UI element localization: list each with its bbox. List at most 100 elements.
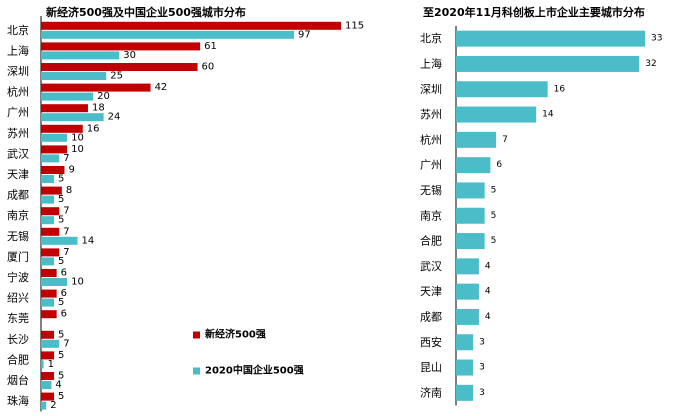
category-label: 苏州 [420, 108, 442, 121]
data-label: 4 [485, 287, 491, 297]
bar [41, 30, 295, 39]
category-label: 烟台 [7, 373, 29, 387]
category-label: 天津 [420, 285, 442, 298]
data-label: 24 [108, 112, 121, 123]
category-label: 天津 [7, 168, 29, 181]
bar [41, 381, 52, 389]
data-label: 5 [58, 194, 64, 205]
data-label: 30 [123, 50, 136, 61]
bar [41, 42, 201, 51]
bar [41, 83, 151, 92]
category-label: 杭州 [7, 85, 29, 99]
bar [41, 330, 55, 339]
data-label: 5 [58, 174, 64, 185]
data-label: 5 [58, 297, 64, 308]
category-label: 东莞 [7, 312, 29, 325]
category-label: 无锡 [7, 229, 29, 243]
data-label: 20 [97, 91, 110, 102]
data-label: 97 [298, 29, 311, 40]
bar [456, 384, 474, 401]
legend-label: 2020中国企业500强 [205, 364, 304, 377]
category-label: 厦门 [7, 249, 29, 263]
category-label: 深圳 [420, 83, 442, 96]
category-label: 合肥 [420, 234, 442, 248]
bar [456, 359, 474, 376]
bar [41, 92, 94, 101]
category-label: 上海 [420, 56, 442, 70]
data-label: 25 [110, 71, 123, 82]
data-label: 115 [345, 20, 364, 31]
bar [41, 175, 55, 183]
data-label: 32 [645, 59, 656, 69]
data-label: 4 [55, 380, 61, 391]
category-label: 苏州 [7, 127, 29, 140]
bar [41, 298, 55, 307]
data-label: 4 [485, 312, 491, 322]
data-label: 6 [61, 309, 67, 320]
bar [456, 207, 485, 224]
bar [456, 334, 474, 351]
category-label: 北京 [7, 23, 29, 37]
legend-swatch [193, 367, 200, 375]
bar [41, 21, 341, 30]
data-label: 2 [50, 400, 56, 411]
bar [456, 55, 640, 72]
category-label: 南京 [420, 208, 442, 222]
category-label: 北京 [420, 31, 442, 45]
data-label: 5 [58, 350, 64, 361]
category-label: 深圳 [7, 65, 29, 78]
bar [456, 182, 485, 199]
data-label: 8 [66, 185, 72, 196]
category-label: 武汉 [7, 147, 29, 160]
data-label: 5 [58, 215, 64, 226]
legend-label: 新经济500强 [205, 328, 266, 341]
bar [41, 72, 107, 80]
bar [456, 131, 497, 148]
category-label: 昆山 [420, 361, 442, 374]
data-label: 60 [202, 62, 215, 73]
bar [41, 207, 60, 216]
data-label: 5 [58, 371, 64, 382]
bar [456, 283, 479, 300]
category-label: 成都 [7, 189, 29, 202]
chart-title: 至2020年11月科创板上市企业主要城市分布 [423, 6, 645, 19]
data-label: 14 [82, 235, 95, 246]
data-label: 1 [48, 359, 54, 370]
data-label: 7 [63, 226, 69, 237]
bar [41, 372, 55, 380]
data-label: 3 [479, 388, 485, 398]
bar [41, 339, 60, 348]
bar [41, 166, 65, 174]
category-label: 长沙 [7, 333, 29, 346]
data-label: 5 [58, 256, 64, 267]
bar [41, 289, 57, 298]
data-label: 3 [479, 337, 485, 347]
bar [41, 227, 60, 236]
data-label: 7 [63, 153, 69, 164]
bar [41, 257, 55, 266]
bar [41, 269, 57, 277]
bar [41, 248, 60, 257]
data-label: 7 [63, 247, 69, 258]
data-label: 5 [491, 185, 497, 195]
bar [41, 154, 60, 163]
bar [41, 51, 120, 60]
category-label: 合肥 [7, 352, 29, 366]
data-label: 10 [71, 144, 84, 155]
category-label: 济南 [420, 385, 442, 399]
data-label: 10 [71, 277, 84, 288]
bar [41, 145, 68, 154]
category-label: 广州 [7, 106, 29, 119]
data-label: 7 [63, 338, 69, 349]
category-label: 广州 [420, 159, 442, 172]
data-label: 3 [479, 363, 485, 373]
bar [41, 310, 57, 319]
bar [456, 157, 491, 174]
category-label: 绍兴 [7, 291, 29, 305]
bar [456, 81, 548, 98]
category-label: 武汉 [420, 260, 442, 273]
category-label: 杭州 [420, 132, 442, 146]
data-label: 42 [155, 82, 168, 93]
data-label: 16 [87, 123, 100, 134]
